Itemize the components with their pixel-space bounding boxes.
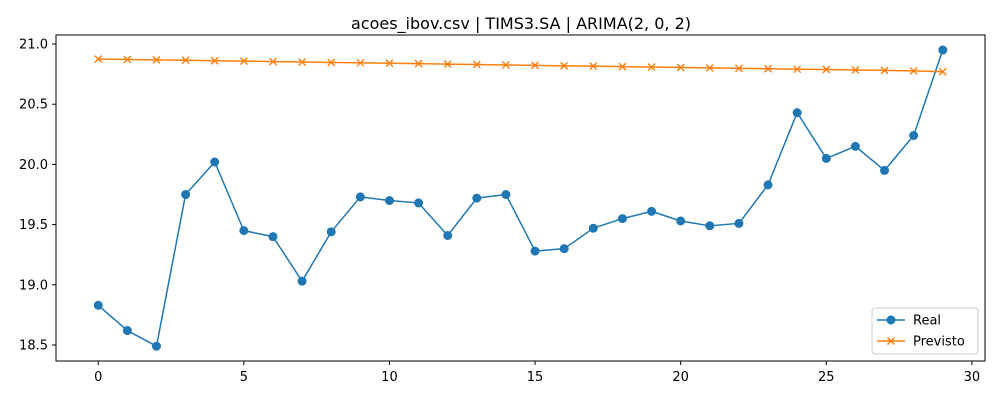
point-real bbox=[239, 226, 249, 236]
legend-marker-real bbox=[886, 315, 896, 325]
point-previsto bbox=[734, 64, 743, 73]
x-tick-label: 10 bbox=[381, 370, 398, 385]
point-previsto bbox=[327, 58, 336, 67]
point-real bbox=[880, 165, 890, 175]
point-real bbox=[268, 232, 278, 242]
point-previsto bbox=[589, 62, 598, 71]
point-previsto bbox=[414, 59, 423, 68]
point-previsto bbox=[385, 59, 394, 68]
point-previsto bbox=[676, 63, 685, 72]
point-real bbox=[210, 157, 220, 167]
y-tick-label: 19.5 bbox=[19, 218, 48, 233]
point-real bbox=[734, 218, 744, 228]
plot-area bbox=[93, 45, 948, 351]
y-tick-label: 19.0 bbox=[19, 278, 48, 293]
x-tick-label: 30 bbox=[964, 370, 981, 385]
y-axis: 18.5 19.0 19.5 20.0 20.5 21.0 bbox=[19, 38, 56, 353]
point-real bbox=[647, 206, 657, 216]
point-real bbox=[821, 153, 831, 163]
point-real bbox=[501, 190, 511, 200]
point-real bbox=[763, 180, 773, 190]
y-tick-label: 20.5 bbox=[19, 98, 48, 113]
point-previsto bbox=[531, 61, 540, 70]
point-previsto bbox=[822, 65, 831, 74]
legend-marker-previsto bbox=[887, 337, 895, 345]
legend: Real Previsto bbox=[871, 307, 979, 355]
x-tick-label: 15 bbox=[527, 370, 544, 385]
point-real bbox=[676, 216, 686, 226]
x-tick-label: 25 bbox=[818, 370, 835, 385]
point-previsto bbox=[356, 58, 365, 67]
legend-item-previsto: Previsto bbox=[877, 335, 965, 350]
point-previsto bbox=[909, 66, 918, 75]
point-previsto bbox=[501, 60, 510, 69]
point-real bbox=[909, 131, 919, 141]
y-tick-label: 18.5 bbox=[19, 338, 48, 353]
y-tick-label: 21.0 bbox=[19, 38, 48, 53]
point-real bbox=[617, 214, 627, 224]
point-real bbox=[181, 190, 191, 200]
point-real bbox=[850, 141, 860, 151]
point-real bbox=[384, 196, 394, 206]
point-real bbox=[530, 246, 540, 256]
point-real bbox=[355, 192, 365, 202]
point-previsto bbox=[618, 62, 627, 71]
point-previsto bbox=[851, 66, 860, 75]
legend-label-real: Real bbox=[913, 314, 941, 329]
point-previsto bbox=[472, 60, 481, 69]
point-previsto bbox=[705, 63, 714, 72]
point-previsto bbox=[268, 57, 277, 66]
series-line-real bbox=[97, 49, 944, 347]
point-real bbox=[414, 198, 424, 208]
legend-label-previsto: Previsto bbox=[913, 335, 965, 350]
point-real bbox=[472, 193, 482, 203]
point-real bbox=[588, 223, 598, 233]
point-previsto bbox=[239, 57, 248, 66]
point-real bbox=[443, 230, 453, 240]
axes-frame bbox=[55, 34, 986, 362]
point-previsto bbox=[94, 55, 103, 64]
point-real bbox=[122, 326, 132, 336]
point-real bbox=[93, 300, 103, 310]
point-previsto bbox=[647, 63, 656, 72]
point-previsto bbox=[298, 57, 307, 66]
point-previsto bbox=[152, 55, 161, 64]
point-previsto bbox=[181, 56, 190, 65]
point-real bbox=[559, 244, 569, 254]
x-tick-label: 20 bbox=[672, 370, 689, 385]
point-previsto bbox=[764, 64, 773, 73]
legend-item-real: Real bbox=[877, 314, 941, 329]
series-real bbox=[93, 45, 948, 351]
point-real bbox=[938, 45, 948, 55]
chart-title: acoes_ibov.csv | TIMS3.SA | ARIMA(2, 0, … bbox=[351, 14, 691, 34]
point-previsto bbox=[938, 67, 947, 76]
point-real bbox=[792, 108, 802, 118]
x-axis: 0 5 10 15 20 25 30 bbox=[94, 361, 980, 385]
point-previsto bbox=[123, 55, 132, 64]
point-real bbox=[326, 227, 336, 237]
y-tick-label: 20.0 bbox=[19, 158, 48, 173]
point-previsto bbox=[560, 61, 569, 70]
point-previsto bbox=[210, 56, 219, 65]
point-real bbox=[151, 341, 161, 351]
point-real bbox=[297, 276, 307, 286]
point-previsto bbox=[880, 66, 889, 75]
point-previsto bbox=[443, 60, 452, 69]
series-line-previsto bbox=[98, 58, 943, 73]
x-tick-label: 5 bbox=[240, 370, 248, 385]
point-real bbox=[705, 221, 715, 231]
series-previsto bbox=[94, 55, 947, 76]
x-tick-label: 0 bbox=[94, 370, 102, 385]
point-previsto bbox=[793, 65, 802, 74]
